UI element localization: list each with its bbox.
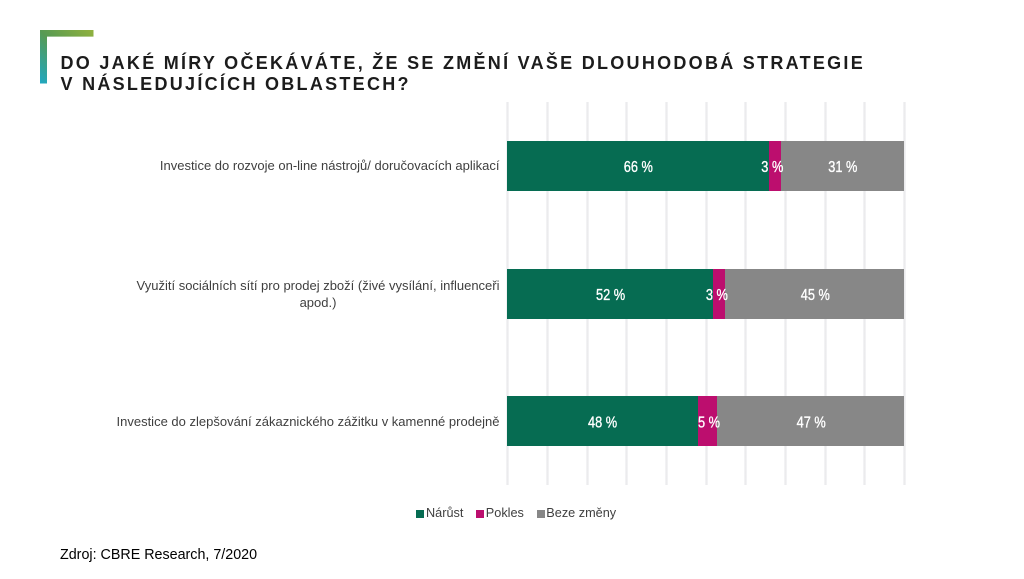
svg-text:5 %: 5 % — [698, 414, 720, 432]
svg-text:31 %: 31 % — [828, 159, 857, 177]
svg-text:52 %: 52 % — [596, 287, 625, 305]
svg-text:3 %: 3 % — [761, 159, 783, 177]
svg-text:3 %: 3 % — [706, 287, 728, 305]
svg-text:45 %: 45 % — [801, 287, 830, 305]
svg-text:66 %: 66 % — [624, 159, 653, 177]
svg-text:47 %: 47 % — [797, 414, 826, 432]
svg-text:48 %: 48 % — [588, 414, 617, 432]
